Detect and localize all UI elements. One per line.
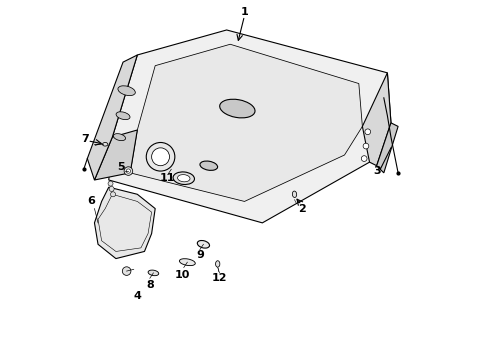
Text: 5: 5 — [117, 162, 125, 172]
Text: 2: 2 — [297, 203, 305, 213]
PathPatch shape — [108, 30, 390, 223]
Circle shape — [122, 267, 131, 275]
Circle shape — [126, 169, 130, 173]
Text: 1: 1 — [240, 7, 248, 17]
Text: 3: 3 — [372, 166, 380, 176]
PathPatch shape — [362, 73, 390, 166]
Ellipse shape — [116, 112, 130, 120]
Circle shape — [124, 167, 132, 175]
Ellipse shape — [200, 161, 217, 170]
Text: 6: 6 — [87, 197, 95, 206]
PathPatch shape — [376, 123, 397, 173]
Circle shape — [361, 156, 366, 161]
Circle shape — [364, 129, 370, 135]
Circle shape — [110, 192, 115, 197]
Text: 4: 4 — [133, 291, 141, 301]
Ellipse shape — [173, 172, 194, 185]
Ellipse shape — [118, 86, 135, 96]
Ellipse shape — [113, 134, 125, 141]
Text: 10: 10 — [174, 270, 189, 280]
PathPatch shape — [87, 55, 137, 180]
Ellipse shape — [197, 240, 209, 248]
Text: 7: 7 — [81, 134, 89, 144]
Circle shape — [109, 186, 114, 192]
PathPatch shape — [130, 44, 362, 202]
Circle shape — [108, 181, 113, 186]
PathPatch shape — [94, 187, 155, 258]
Ellipse shape — [219, 99, 255, 118]
Text: 9: 9 — [196, 250, 203, 260]
PathPatch shape — [94, 130, 137, 180]
Ellipse shape — [102, 143, 108, 146]
Text: 12: 12 — [211, 273, 227, 283]
Ellipse shape — [292, 191, 296, 198]
Ellipse shape — [177, 175, 190, 182]
Ellipse shape — [179, 259, 195, 266]
Text: 8: 8 — [145, 280, 153, 291]
Ellipse shape — [215, 261, 220, 267]
Circle shape — [146, 143, 175, 171]
Circle shape — [151, 148, 169, 166]
Ellipse shape — [148, 270, 159, 276]
Text: 11: 11 — [160, 173, 175, 183]
Circle shape — [363, 143, 368, 149]
